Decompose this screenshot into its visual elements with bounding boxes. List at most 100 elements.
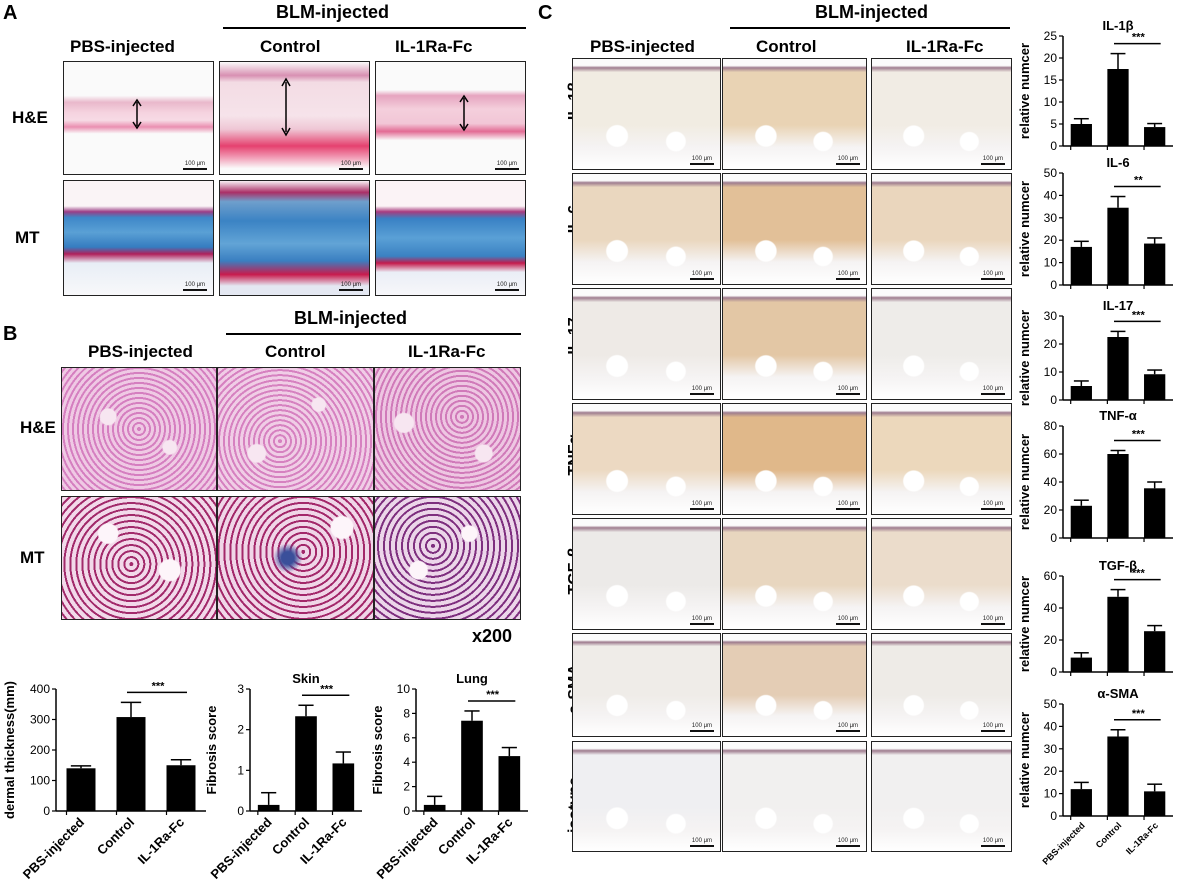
- row-he-b: H&E: [20, 418, 56, 437]
- ihc-isotype-pbs: 100 μm: [572, 741, 721, 852]
- y-tick-label: 60: [1044, 447, 1058, 461]
- ihc-il17-control: 100 μm: [722, 288, 867, 400]
- col-pbs-c: PBS-injected: [590, 37, 695, 56]
- mt-skin-ilra: 100 μm: [375, 180, 526, 296]
- chart-title: TNF-α: [1099, 408, 1137, 423]
- bar-pbs-injected: [423, 804, 446, 811]
- y-tick-label: 40: [1044, 475, 1058, 489]
- panel-label-c: C: [538, 2, 553, 24]
- ihc-il1-ilra: 100 μm: [871, 58, 1012, 170]
- mt-skin-pbs: 100 μm: [63, 180, 214, 296]
- panel-label-a: A: [3, 2, 18, 24]
- bar-pbs-injected: [1070, 124, 1092, 146]
- y-axis-label: relative numcer: [1017, 712, 1032, 808]
- ihc-tgf-control: 100 μm: [722, 518, 867, 630]
- y-axis-label: Fibrosis score: [204, 706, 219, 795]
- magnification-label: x200: [472, 626, 513, 646]
- blm-line-c: [730, 27, 1010, 29]
- significance-marker: ***: [1132, 568, 1146, 580]
- y-tick-label: 10: [397, 682, 411, 696]
- ihc-tnf-ilra: 100 μm: [871, 403, 1012, 515]
- col-pbs-b: PBS-injected: [88, 342, 193, 361]
- bar-il-1ra-fc: [498, 756, 521, 811]
- significance-marker: ***: [1132, 708, 1146, 720]
- y-axis-label: Fibrosis score: [370, 706, 385, 795]
- he-skin-pbs: 100 μm: [63, 61, 214, 175]
- x-tick-label: PBS-injected: [20, 814, 87, 881]
- he-skin-ilra: 100 μm: [375, 61, 526, 175]
- scale-bar: 100 μm: [690, 386, 714, 395]
- significance-marker: ***: [320, 683, 334, 695]
- y-tick-label: 10: [1044, 95, 1058, 109]
- bar-pbs-injected: [257, 804, 280, 811]
- bar-il-1ra-fc: [1144, 791, 1166, 816]
- y-tick-label: 400: [30, 682, 50, 696]
- y-axis-label: relative numcer: [1017, 43, 1032, 139]
- ihc-il1-pbs: 100 μm: [572, 58, 721, 170]
- blm-line-b: [226, 333, 521, 335]
- ihc-tnf-pbs: 100 μm: [572, 403, 721, 515]
- y-tick-label: 3: [237, 682, 244, 696]
- y-tick-label: 40: [1044, 188, 1058, 202]
- scale-bar: 100 μm: [690, 723, 714, 732]
- x-tick-label: PBS-injected: [207, 814, 274, 881]
- chart-title: Skin: [292, 671, 320, 686]
- ihc-asma-pbs: 100 μm: [572, 633, 721, 737]
- ihc-asma-control: 100 μm: [722, 633, 867, 737]
- significance-marker: ***: [1132, 429, 1146, 441]
- ihc-il17-ilra: 100 μm: [871, 288, 1012, 400]
- bar-control: [1107, 69, 1129, 146]
- ihc-il6-pbs: 100 μm: [572, 173, 721, 285]
- y-tick-label: 5: [1050, 117, 1057, 131]
- y-tick-label: 0: [403, 804, 410, 818]
- ihc-il1-control: 100 μm: [722, 58, 867, 170]
- bar-control: [461, 720, 483, 811]
- scale-bar: 100 μm: [981, 271, 1005, 280]
- col-ilra-a: IL-1Ra-Fc: [395, 37, 473, 56]
- scale-bar: 100 μm: [836, 271, 860, 280]
- x-tick-label: IL-1Ra-Fc: [1124, 820, 1160, 856]
- ihc-il6-control: 100 μm: [722, 173, 867, 285]
- scale-bar: 100 μm: [836, 501, 860, 510]
- scale-bar: 100 μm: [981, 616, 1005, 625]
- y-tick-label: 0: [1050, 139, 1057, 153]
- y-axis-label: relative numcer: [1017, 310, 1032, 406]
- y-tick-label: 20: [1044, 503, 1058, 517]
- mt-lung-pbs: [61, 496, 217, 620]
- ihc-il17-pbs: 100 μm: [572, 288, 721, 400]
- y-axis-label: relative numcer: [1017, 576, 1032, 672]
- y-tick-label: 1: [237, 763, 244, 777]
- he-lung-pbs: [61, 367, 217, 491]
- y-tick-label: 80: [1044, 419, 1058, 433]
- y-tick-label: 2: [237, 723, 244, 737]
- y-tick-label: 0: [1050, 665, 1057, 679]
- y-tick-label: 30: [1044, 211, 1058, 225]
- y-tick-label: 30: [1044, 742, 1058, 756]
- y-tick-label: 40: [1044, 719, 1058, 733]
- y-tick-label: 0: [237, 804, 244, 818]
- y-tick-label: 25: [1044, 29, 1058, 43]
- ihc-isotype-ilra: 100 μm: [871, 741, 1012, 852]
- scale-bar: 100 μm: [836, 723, 860, 732]
- y-tick-label: 10: [1044, 256, 1058, 270]
- chart-title: IL-6: [1106, 155, 1129, 170]
- y-tick-label: 30: [1044, 309, 1058, 323]
- blm-line-a: [223, 27, 526, 29]
- bar-control: [1107, 736, 1129, 816]
- ihc-tgf-ilra: 100 μm: [871, 518, 1012, 630]
- y-tick-label: 20: [1044, 233, 1058, 247]
- bar-pbs-injected: [1070, 246, 1092, 285]
- y-tick-label: 50: [1044, 166, 1058, 180]
- bar-pbs-injected: [1070, 505, 1092, 538]
- y-axis-label: relative numcer: [1017, 181, 1032, 277]
- col-control-b: Control: [265, 342, 326, 361]
- he-lung-ilra: [374, 367, 521, 491]
- blm-header-a: BLM-injected: [276, 2, 390, 22]
- significance-marker: ***: [1132, 309, 1146, 321]
- bar-control: [1107, 337, 1129, 400]
- y-tick-label: 10: [1044, 365, 1058, 379]
- mt-lung-ilra: [374, 496, 521, 620]
- bar-control: [1107, 207, 1129, 285]
- significance-marker: ***: [1132, 32, 1146, 44]
- chart-title: α-SMA: [1097, 686, 1139, 701]
